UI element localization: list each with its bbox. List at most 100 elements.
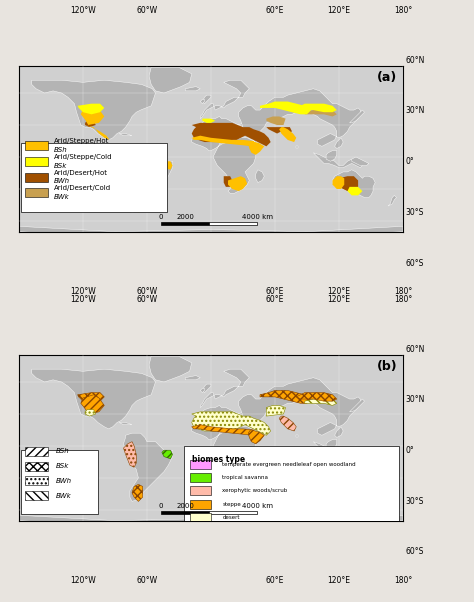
Polygon shape (333, 465, 344, 478)
Polygon shape (333, 176, 344, 189)
Polygon shape (185, 87, 201, 91)
Polygon shape (149, 356, 191, 382)
Polygon shape (350, 399, 365, 412)
Text: BSk: BSk (55, 463, 69, 469)
Polygon shape (191, 405, 258, 482)
Polygon shape (119, 423, 132, 424)
Text: 60°N: 60°N (405, 345, 425, 354)
Bar (21, 143, 167, 212)
Text: 0: 0 (159, 214, 163, 220)
Polygon shape (326, 439, 337, 450)
Bar (25, 188, 48, 197)
Text: 60°W: 60°W (137, 6, 157, 15)
Polygon shape (260, 391, 311, 403)
Text: 60°S: 60°S (405, 258, 424, 267)
Text: 60°E: 60°E (266, 576, 284, 585)
Polygon shape (85, 410, 96, 416)
Polygon shape (202, 95, 211, 104)
Text: 180°: 180° (394, 287, 412, 296)
Text: 60°E: 60°E (266, 295, 284, 304)
Bar (25, 476, 48, 485)
Text: 30°S: 30°S (405, 497, 424, 506)
Polygon shape (266, 127, 283, 134)
Polygon shape (201, 80, 249, 119)
Polygon shape (119, 134, 132, 135)
Polygon shape (32, 369, 155, 429)
Text: 180°: 180° (394, 6, 412, 15)
Bar (190, 500, 210, 509)
Text: (b): (b) (376, 360, 397, 373)
Text: 4000 km: 4000 km (241, 214, 273, 220)
Polygon shape (260, 102, 311, 114)
Text: 2000: 2000 (176, 214, 194, 220)
Text: 60°N: 60°N (405, 56, 425, 65)
Text: 60°S: 60°S (405, 547, 424, 556)
Polygon shape (388, 485, 397, 495)
Text: Arid/Steppe/Hot: Arid/Steppe/Hot (54, 138, 109, 144)
Text: biomes type: biomes type (191, 455, 245, 464)
Polygon shape (149, 67, 191, 93)
Polygon shape (228, 465, 247, 480)
Bar (190, 486, 210, 495)
Text: BSh: BSh (55, 448, 69, 454)
Polygon shape (132, 485, 143, 501)
Polygon shape (123, 144, 173, 213)
Bar (190, 460, 210, 469)
Text: xerophytic woods/scrub: xerophytic woods/scrub (222, 488, 288, 494)
Text: 60°W: 60°W (137, 295, 157, 304)
Polygon shape (134, 176, 141, 185)
Polygon shape (279, 127, 296, 142)
Text: Arid/Desert/Cold: Arid/Desert/Cold (54, 185, 110, 191)
Text: Arid/Steppe/Cold: Arid/Steppe/Cold (54, 154, 112, 160)
Text: 120°W: 120°W (70, 576, 96, 585)
Text: 0: 0 (159, 503, 163, 509)
Polygon shape (296, 435, 299, 438)
Polygon shape (191, 116, 258, 193)
Text: 60°E: 60°E (266, 6, 284, 15)
Polygon shape (352, 446, 369, 455)
Polygon shape (185, 376, 201, 380)
Polygon shape (256, 459, 264, 471)
Polygon shape (201, 99, 205, 104)
Polygon shape (19, 226, 403, 237)
Polygon shape (19, 515, 403, 526)
Polygon shape (296, 104, 337, 112)
Polygon shape (337, 176, 358, 191)
Bar (25, 141, 48, 150)
Bar (25, 447, 48, 456)
Polygon shape (337, 465, 358, 480)
Text: 120°E: 120°E (328, 287, 350, 296)
Polygon shape (191, 424, 256, 435)
Text: 120°E: 120°E (328, 6, 350, 15)
Polygon shape (333, 170, 375, 197)
Text: BWk: BWk (55, 493, 71, 499)
Polygon shape (32, 80, 155, 140)
Text: 30°S: 30°S (405, 208, 424, 217)
Text: 120°W: 120°W (70, 287, 96, 296)
Text: 120°W: 120°W (70, 6, 96, 15)
Polygon shape (266, 405, 285, 416)
Polygon shape (81, 106, 104, 125)
Text: 30°N: 30°N (405, 107, 425, 116)
Polygon shape (282, 127, 292, 134)
Polygon shape (202, 119, 215, 123)
Text: 4000 km: 4000 km (241, 503, 273, 509)
Bar (209, 511, 257, 514)
Polygon shape (335, 138, 343, 149)
Text: desert: desert (222, 515, 240, 520)
Text: temperate evergreen needleleaf open woodland: temperate evergreen needleleaf open wood… (222, 462, 356, 467)
Polygon shape (296, 146, 299, 149)
Polygon shape (78, 104, 104, 114)
Text: 180°: 180° (394, 576, 412, 585)
Bar (25, 173, 48, 182)
Text: BWh: BWh (54, 178, 70, 184)
Text: 30°N: 30°N (405, 396, 425, 405)
Text: BWk: BWk (54, 194, 69, 200)
Text: 180°: 180° (394, 295, 412, 304)
Polygon shape (248, 430, 264, 444)
Polygon shape (333, 459, 375, 486)
Polygon shape (296, 393, 337, 401)
Text: 0°: 0° (405, 157, 414, 166)
Text: 60°W: 60°W (137, 287, 157, 296)
Text: 2000: 2000 (176, 503, 194, 509)
